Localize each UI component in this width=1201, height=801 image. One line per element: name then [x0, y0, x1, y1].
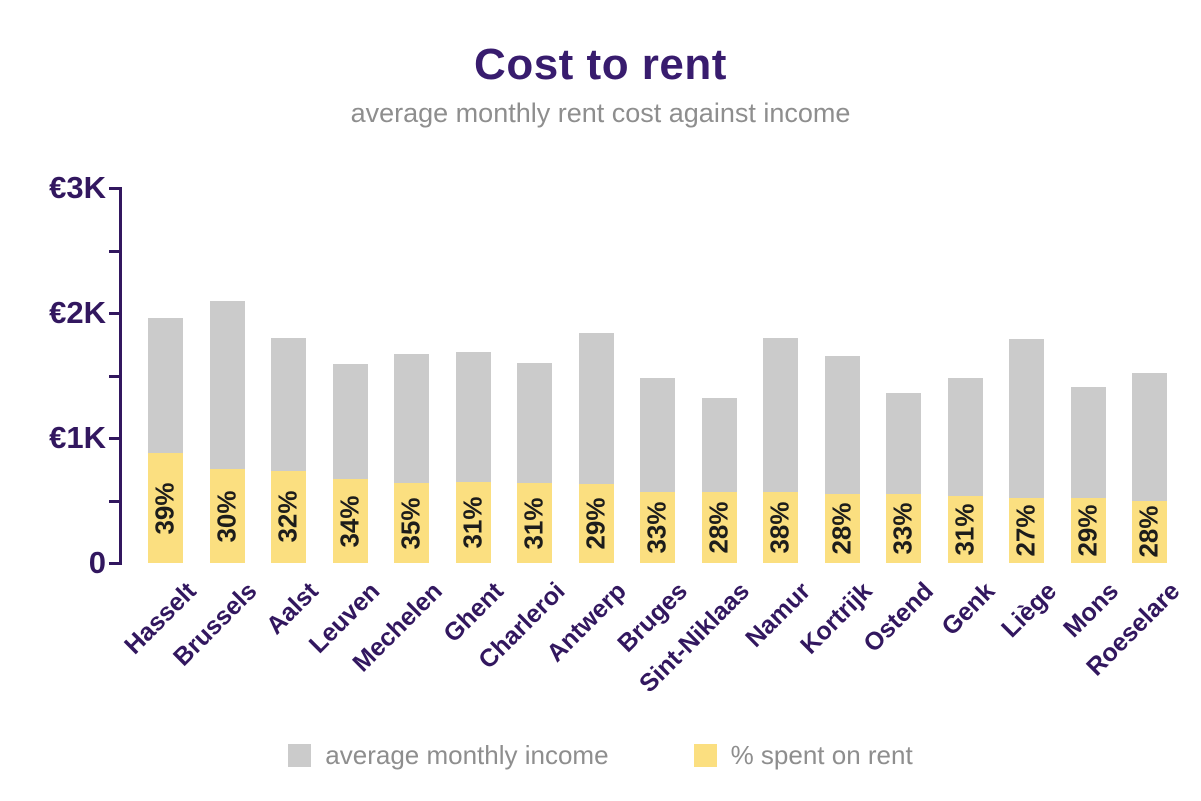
- rent-bar: [332, 479, 368, 563]
- pct-label: 28%: [825, 494, 860, 563]
- pct-label-text: 33%: [642, 501, 673, 554]
- rent-bar: [578, 484, 614, 563]
- pct-label: 38%: [763, 492, 798, 563]
- y-axis-tick: [109, 499, 122, 503]
- pct-label: 31%: [948, 496, 983, 564]
- y-axis-tick: [109, 562, 122, 565]
- legend-swatch: [693, 744, 717, 767]
- pct-label: 28%: [702, 492, 737, 563]
- pct-label: 27%: [1009, 498, 1044, 563]
- rent-bar: [640, 491, 675, 563]
- pct-label: 30%: [210, 469, 245, 563]
- rent-bar: [455, 481, 491, 563]
- chart-title: Cost to rent: [474, 40, 727, 89]
- rent-bar: [209, 469, 245, 563]
- y-axis-label: €1K: [49, 420, 106, 455]
- pct-label-text: 31%: [519, 496, 550, 550]
- pct-label: 34%: [333, 479, 368, 563]
- rent-bar: [271, 470, 306, 563]
- pct-label: 33%: [886, 494, 921, 563]
- pct-label: 39%: [148, 453, 183, 563]
- y-axis-label: 0: [88, 545, 106, 580]
- pct-label-text: 29%: [580, 497, 611, 550]
- y-axis-tick: [109, 374, 122, 378]
- rent-bar: [1132, 500, 1167, 563]
- rent-bar: [701, 491, 737, 563]
- rent-bar: [148, 453, 183, 563]
- rent-bar: [824, 494, 860, 563]
- pct-label-text: 27%: [1011, 504, 1042, 557]
- pct-label-text: 33%: [888, 502, 919, 555]
- rent-bar: [1009, 498, 1044, 563]
- pct-label: 29%: [579, 484, 614, 563]
- y-axis-label: €2K: [49, 295, 106, 330]
- x-axis-city-label: Liège: [996, 577, 1063, 643]
- x-axis-city-label: Genk: [936, 577, 1001, 642]
- y-axis-tick: [109, 437, 122, 440]
- pct-label-text: 31%: [949, 503, 980, 556]
- rent-bar: [394, 483, 429, 563]
- legend-item: average monthly income: [288, 740, 609, 771]
- pct-label: 35%: [394, 483, 429, 563]
- pct-label-text: 28%: [826, 502, 857, 555]
- y-axis-tick: [109, 312, 122, 315]
- pct-label-text: 28%: [1134, 505, 1165, 558]
- y-axis-label: €3K: [49, 170, 106, 205]
- rent-bar: [886, 494, 921, 563]
- pct-label-text: 32%: [273, 490, 304, 543]
- rent-bar: [947, 495, 983, 563]
- rent-bar: [763, 491, 798, 563]
- pct-label-text: 35%: [396, 496, 427, 550]
- legend-label: average monthly income: [325, 740, 609, 770]
- pct-label-text: 34%: [334, 495, 365, 548]
- y-axis-tick: [109, 187, 122, 190]
- rent-bar: [1070, 498, 1106, 563]
- pct-label: 28%: [1132, 501, 1167, 564]
- pct-label-text: 30%: [211, 490, 242, 543]
- pct-label-text: 28%: [703, 501, 734, 554]
- rent-bar: [517, 483, 552, 563]
- y-axis-tick: [109, 249, 122, 253]
- pct-label: 31%: [456, 482, 491, 563]
- pct-label: 33%: [640, 492, 675, 563]
- pct-label: 31%: [517, 483, 552, 563]
- pct-label-text: 39%: [150, 481, 181, 535]
- legend-item: % spent on rent: [693, 740, 913, 771]
- pct-label-text: 38%: [765, 501, 796, 554]
- pct-label: 32%: [271, 471, 306, 564]
- chart-subtitle: average monthly rent cost against income: [350, 98, 851, 128]
- pct-label-text: 31%: [457, 496, 488, 549]
- legend-label: % spent on rent: [730, 740, 913, 770]
- legend: average monthly income % spent on rent: [0, 740, 1201, 771]
- legend-swatch: [288, 744, 312, 767]
- pct-label-text: 29%: [1072, 504, 1103, 557]
- pct-label: 29%: [1071, 498, 1106, 563]
